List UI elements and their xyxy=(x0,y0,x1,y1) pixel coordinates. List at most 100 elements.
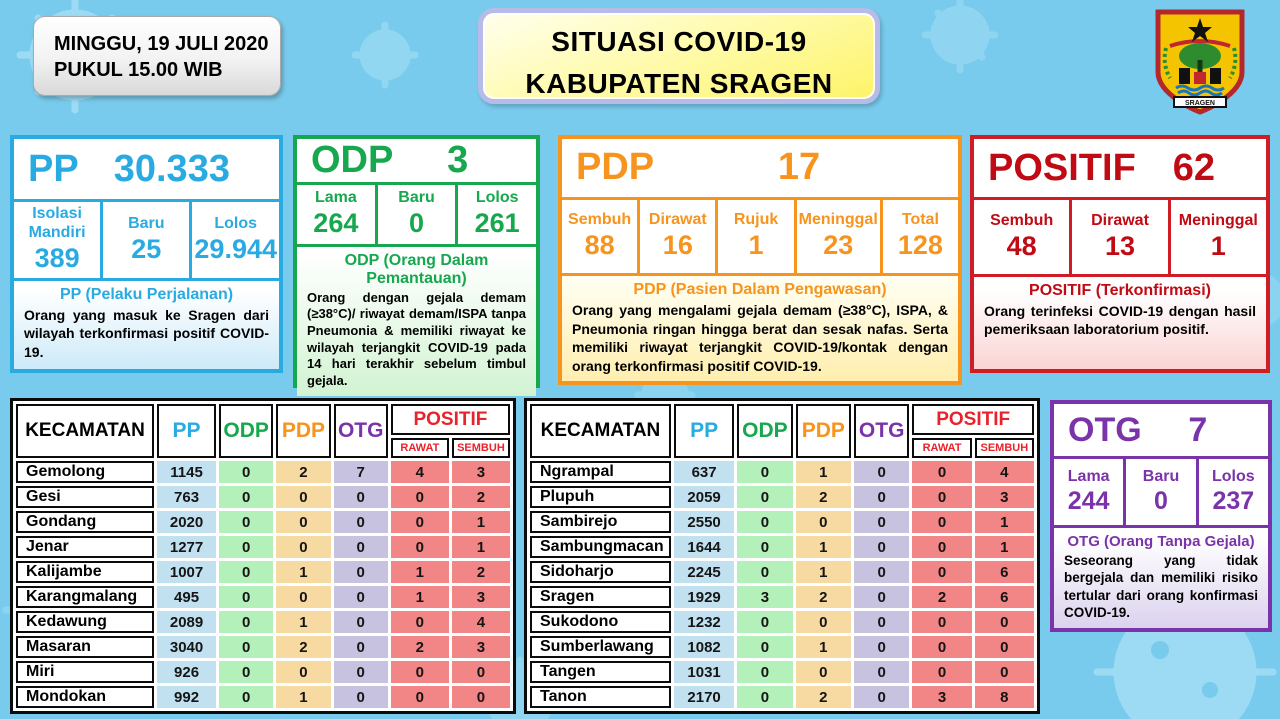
kecamatan-name-cell: Gesi xyxy=(16,486,155,508)
table-row: Sambirejo 2550 0 0 0 0 1 xyxy=(530,511,1034,533)
sragen-crest-logo: SRAGEN xyxy=(1155,9,1245,115)
pdp-cell-meninggal: Meninggal 23 xyxy=(797,199,883,274)
positif-label: POSITIF xyxy=(988,146,1136,189)
table-row: Plupuh 2059 0 2 0 0 3 xyxy=(530,486,1034,508)
value-cell: 0 xyxy=(737,661,793,683)
value-cell: 2245 xyxy=(673,561,735,583)
table-row: Gesi 763 0 0 0 0 2 xyxy=(16,486,510,508)
value-cell: 0 xyxy=(912,461,972,483)
value-cell: 0 xyxy=(737,461,793,483)
table-row: Sragen 1929 3 2 0 2 6 xyxy=(530,586,1034,608)
value-cell: 1 xyxy=(795,461,851,483)
value-cell: 992 xyxy=(157,686,217,708)
pp-card: PP 30.333 Isolasi Mandiri 389 Baru 25 Lolo… xyxy=(10,135,283,373)
value-cell: 0 xyxy=(974,636,1034,658)
otg-label: OTG xyxy=(1068,410,1142,449)
value-cell: 2 xyxy=(912,586,972,608)
value-cell: 2170 xyxy=(673,686,735,708)
value-cell: 0 xyxy=(853,486,910,508)
value-cell: 0 xyxy=(853,611,910,633)
value-cell: 0 xyxy=(737,636,793,658)
value-cell: 0 xyxy=(451,686,510,708)
value-cell: 4 xyxy=(974,461,1034,483)
value-cell: 0 xyxy=(219,611,274,633)
value-cell: 1 xyxy=(390,586,449,608)
odp-label: ODP xyxy=(311,139,394,181)
value-cell: 2 xyxy=(451,561,510,583)
value-cell: 4 xyxy=(451,611,510,633)
value-cell: 1 xyxy=(795,561,851,583)
value-cell: 2 xyxy=(276,461,331,483)
value-cell: 2059 xyxy=(673,486,735,508)
value-cell: 0 xyxy=(853,686,910,708)
kecamatan-name-cell: Mondokan xyxy=(16,686,155,708)
value-cell: 0 xyxy=(451,661,510,683)
value-cell: 0 xyxy=(390,486,449,508)
value-cell: 1277 xyxy=(157,536,217,558)
value-cell: 0 xyxy=(333,661,388,683)
value-cell: 0 xyxy=(276,586,331,608)
page-title: SITUASI COVID-19 KABUPATEN SRAGEN xyxy=(478,8,880,104)
value-cell: 0 xyxy=(390,661,449,683)
value-cell: 1232 xyxy=(673,611,735,633)
pp-card-header: PP 30.333 xyxy=(14,139,279,202)
value-cell: 0 xyxy=(853,661,910,683)
value-cell: 1031 xyxy=(673,661,735,683)
value-cell: 495 xyxy=(157,586,217,608)
value-cell: 0 xyxy=(853,586,910,608)
value-cell: 0 xyxy=(276,536,331,558)
pp-description: PP (Pelaku Perjalanan) Orang yang masuk … xyxy=(14,281,279,369)
kecamatan-name-cell: Sambungmacan xyxy=(530,536,671,558)
value-cell: 1 xyxy=(390,561,449,583)
logo-banner-text: SRAGEN xyxy=(1185,100,1215,107)
pdp-cell-total: Total 128 xyxy=(897,210,943,261)
col-header-odp: ODP xyxy=(219,404,274,458)
value-cell: 2550 xyxy=(673,511,735,533)
value-cell: 0 xyxy=(853,461,910,483)
value-cell: 0 xyxy=(912,486,972,508)
value-cell: 0 xyxy=(737,561,793,583)
otg-cell-lolos: Lolos 237 xyxy=(1211,467,1255,516)
col-header-kecamatan: KECAMATAN xyxy=(16,404,155,458)
kecamatan-name-cell: Kalijambe xyxy=(16,561,155,583)
value-cell: 0 xyxy=(853,511,910,533)
title-line1: SITUASI COVID-19 xyxy=(551,26,807,57)
otg-total: 7 xyxy=(1188,410,1208,449)
value-cell: 3 xyxy=(737,586,793,608)
pp-cell-lolos: Lolos 29.944 xyxy=(194,214,277,264)
value-cell: 2 xyxy=(795,686,851,708)
value-cell: 0 xyxy=(853,636,910,658)
pp-total: 30.333 xyxy=(113,147,230,190)
col-header-kecamatan: KECAMATAN xyxy=(530,404,671,458)
odp-description: ODP (Orang Dalam Pemantauan) Orang denga… xyxy=(297,246,536,396)
col-header-sembuh: SEMBUH xyxy=(974,438,1034,458)
positif-card: POSITIF 62 Sembuh 48 Dirawat 13 Meninggal 1… xyxy=(970,135,1270,373)
kecamatan-name-cell: Jenar xyxy=(16,536,155,558)
kecamatan-name-cell: Sukodono xyxy=(530,611,671,633)
date-text: MINGGU, 19 JULI 2020 xyxy=(54,33,269,55)
value-cell: 1082 xyxy=(673,636,735,658)
pdp-description: PDP (Pasien Dalam Pengawasan) Orang yang… xyxy=(562,276,958,381)
value-cell: 1 xyxy=(974,511,1034,533)
col-header-positif: POSITIF xyxy=(390,404,510,435)
value-cell: 3 xyxy=(451,461,510,483)
value-cell: 1929 xyxy=(673,586,735,608)
value-cell: 0 xyxy=(333,511,388,533)
value-cell: 0 xyxy=(333,561,388,583)
value-cell: 0 xyxy=(219,536,274,558)
value-cell: 0 xyxy=(795,661,851,683)
table-row: Ngrampal 637 0 1 0 0 4 xyxy=(530,461,1034,483)
value-cell: 3 xyxy=(451,586,510,608)
kecamatan-name-cell: Sambirejo xyxy=(530,511,671,533)
table-row: Tangen 1031 0 0 0 0 0 xyxy=(530,661,1034,683)
positif-cell-sembuh: Sembuh 48 xyxy=(974,200,1073,274)
value-cell: 2 xyxy=(795,586,851,608)
kecamatan-name-cell: Sragen xyxy=(530,586,671,608)
value-cell: 1145 xyxy=(157,461,217,483)
value-cell: 0 xyxy=(737,536,793,558)
value-cell: 0 xyxy=(333,586,388,608)
table-row: Gemolong 1145 0 2 7 4 3 xyxy=(16,461,510,483)
value-cell: 6 xyxy=(974,586,1034,608)
pp-cell-baru: Baru 25 xyxy=(103,202,193,278)
